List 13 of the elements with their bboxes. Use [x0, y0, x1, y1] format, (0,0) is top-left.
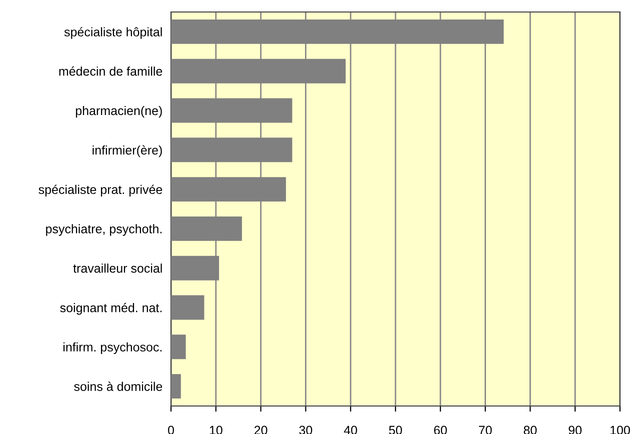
bar	[171, 295, 204, 320]
y-tick-label: infirm. psychosoc.	[63, 342, 162, 354]
bar	[171, 374, 181, 399]
y-tick-label: travailleur social	[73, 264, 162, 273]
y-tick-label: spécialiste hôpital	[64, 27, 162, 39]
y-tick-label: soignant méd. nat.	[60, 302, 162, 315]
y-tick-label: psychiatre, psychoth.	[46, 224, 162, 236]
y-tick-label: médecin de famille	[59, 66, 162, 76]
y-tick-label: spécialiste prat. privée	[38, 184, 162, 196]
bar	[171, 334, 186, 360]
y-tick-label: pharmacien(ne)	[76, 106, 162, 118]
y-tick-label: soins à domicile	[74, 382, 162, 391]
y-tick-label: infirmier(ère)	[92, 145, 162, 158]
